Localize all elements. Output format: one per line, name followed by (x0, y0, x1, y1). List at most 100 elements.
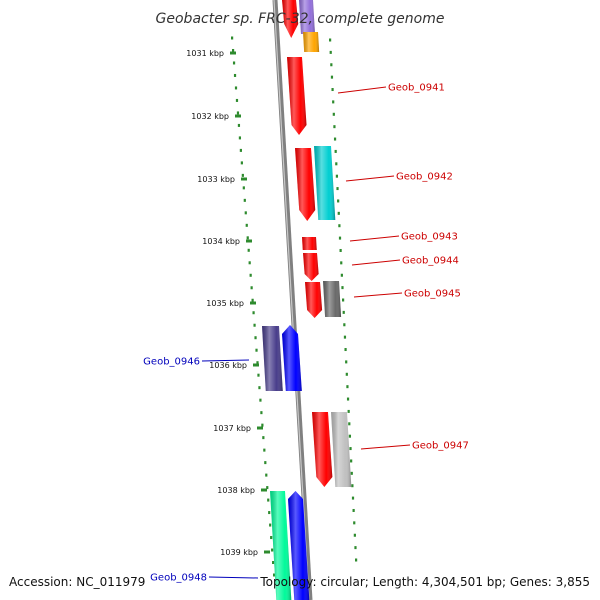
ruler-right-dot (351, 496, 355, 500)
ruler-left-dot (271, 548, 274, 552)
kbp-tick-mark (261, 488, 267, 492)
kbp-tick-mark (250, 301, 256, 305)
gene-feature (312, 412, 333, 487)
map-title: Geobacter sp. FRC-32, complete genome (156, 11, 445, 27)
ruler-right-dot (337, 211, 340, 215)
ruler-left-dot (254, 336, 257, 340)
ruler-left-dot (234, 86, 238, 90)
kbp-tick-mark (257, 426, 263, 430)
gene-feature-shade (288, 491, 310, 600)
ruler-right (329, 38, 358, 562)
gene-feature-shade (305, 282, 323, 318)
kbp-tick-label: 1033 kbp (197, 175, 235, 184)
gene-feature (299, 0, 315, 34)
gene-feature (331, 412, 352, 487)
ruler-left-dot (266, 486, 269, 490)
ruler-left-dot (237, 123, 241, 127)
ruler-right-dot (336, 187, 339, 191)
ruler-right-dot (329, 38, 332, 42)
ruler-left-dot (235, 98, 239, 102)
gene-label-connector (360, 444, 411, 450)
ruler-left-dot (265, 473, 268, 477)
ruler-right-dot (335, 162, 338, 166)
gene-label[interactable]: Geob_0943 (401, 232, 458, 243)
ruler-left-dot (260, 411, 263, 415)
ruler-right-dot (332, 100, 335, 104)
ruler-right-dot (330, 75, 334, 79)
ruler-right-dot (338, 224, 341, 228)
ruler-right-dot (354, 546, 357, 550)
gene-feature (287, 57, 307, 135)
gene-feature (305, 282, 323, 318)
ruler-left-dot (262, 436, 265, 440)
gene-feature-shade (331, 412, 352, 487)
ruler-left-dot (258, 386, 261, 390)
ruler-right-dot (339, 248, 342, 252)
ruler-right-dot (351, 484, 354, 488)
gene-label-connector (351, 259, 401, 266)
ruler-right-dot (348, 434, 352, 438)
ruler-right-dot (329, 50, 332, 54)
backbone-highlight (273, 0, 310, 600)
gene-label[interactable]: Geob_0945 (404, 289, 461, 300)
gene-feature (262, 326, 283, 391)
gene-feature (288, 491, 310, 600)
topology-text: Topology: circular; Length: 4,304,501 bp… (259, 575, 590, 589)
gene-label[interactable]: Geob_0941 (388, 83, 445, 94)
ruler-right-dot (352, 508, 355, 512)
ruler-right-dot (350, 471, 353, 475)
ruler-right-dot (345, 360, 348, 364)
kbp-tick-mark (253, 363, 259, 367)
ruler-left-dot (252, 311, 255, 315)
kbp-ticks: 1031 kbp 1032 kbp 1033 kbp 1034 kbp 1035 kbp… (186, 49, 270, 557)
ruler-left-dot (255, 348, 258, 352)
ruler-right-dot (349, 447, 352, 451)
ruler-left-dot (233, 73, 237, 77)
ruler-right-dot (337, 199, 340, 203)
ruler-left (231, 36, 276, 577)
ruler-left-dot (259, 398, 262, 402)
ruler-left-dot (236, 111, 240, 115)
ruler-right-dot (347, 409, 350, 413)
gene-label-connector (349, 235, 400, 242)
ruler-right-dot (353, 521, 356, 525)
ruler-right-dot (340, 261, 343, 265)
gene-label[interactable]: Geob_0948 (150, 573, 207, 584)
ruler-left-dot (232, 61, 236, 65)
accession-text: Accession: NC_011979 (9, 575, 145, 589)
ruler-right-dot (343, 335, 347, 339)
gene-label[interactable]: Geob_0944 (402, 256, 459, 267)
kbp-tick-label: 1032 kbp (191, 112, 229, 121)
ruler-right-dot (346, 397, 350, 401)
ruler-left-dot (245, 223, 248, 227)
ruler-left-dot (273, 573, 276, 577)
gene-label-connector (353, 292, 403, 298)
ruler-right-dot (342, 310, 345, 314)
gene-feature (323, 281, 342, 317)
ruler-left-dot (238, 136, 242, 140)
ruler-left-dot (272, 561, 275, 565)
ruler-right-dot (344, 348, 347, 352)
gene-feature-shade (323, 281, 342, 317)
ruler-right-dot (338, 236, 342, 240)
gene-feature-shade (282, 0, 299, 38)
ruler-right-dot (333, 137, 337, 141)
ruler-right-dot (343, 323, 346, 327)
ruler-left-dot (264, 461, 267, 465)
gene-label[interactable]: Geob_0942 (396, 172, 453, 183)
kbp-tick-label: 1036 kbp (209, 361, 247, 370)
gene-features (262, 0, 352, 600)
kbp-tick-label: 1039 kbp (220, 548, 258, 557)
gene-label[interactable]: Geob_0946 (143, 357, 200, 368)
ruler-right-dot (341, 286, 344, 290)
ruler-left-dot (267, 498, 270, 502)
ruler-left-dot (243, 198, 246, 202)
ruler-left-dot (240, 161, 243, 165)
ruler-right-dot (350, 459, 353, 463)
gene-label[interactable]: Geob_0947 (412, 441, 469, 452)
ruler-left-dot (250, 286, 253, 290)
kbp-tick-label: 1031 kbp (186, 49, 224, 58)
gene-feature-shade (312, 412, 333, 487)
ruler-right-dot (335, 174, 339, 178)
ruler-left-dot (270, 536, 273, 540)
